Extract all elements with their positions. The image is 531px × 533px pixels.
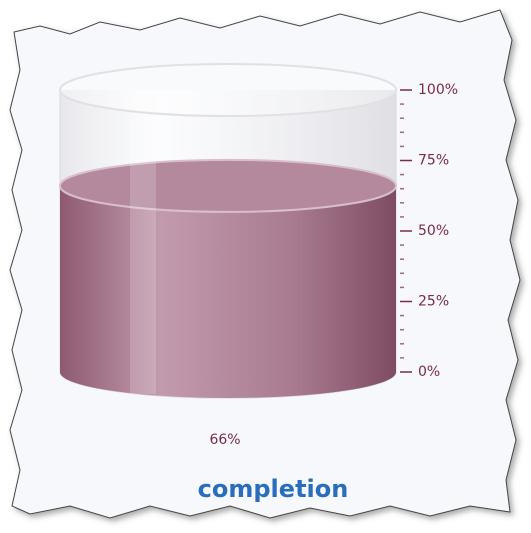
glass-top: [59, 63, 397, 117]
chart-title: completion: [198, 475, 349, 503]
tick-label: 50%: [418, 223, 449, 239]
liquid-top: [59, 158, 397, 213]
liquid: [60, 159, 396, 398]
value-label: 66%: [209, 432, 240, 448]
glass-highlight: [130, 90, 156, 394]
tick-label: 25%: [418, 294, 449, 310]
tick-label: 100%: [418, 82, 458, 98]
tick-label: 75%: [418, 153, 449, 169]
tick-label: 0%: [418, 364, 440, 380]
